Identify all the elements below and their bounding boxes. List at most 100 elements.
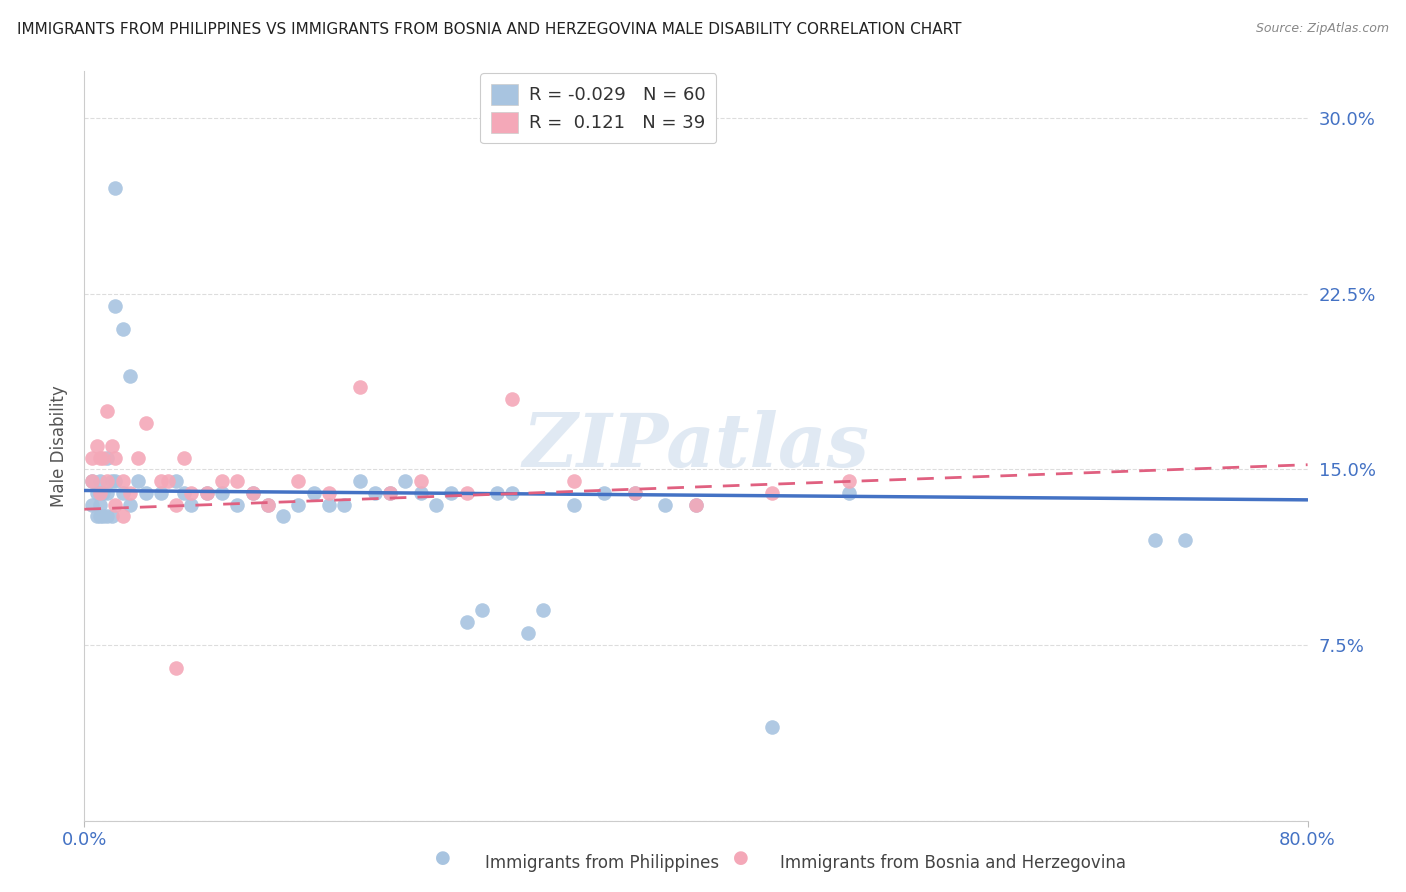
Point [1143,533,1166,547]
Legend: R = -0.029   N = 60, R =  0.121   N = 39: R = -0.029 N = 60, R = 0.121 N = 39 [479,73,716,144]
Point [89,485,111,500]
Point [195,485,218,500]
Point [502,392,524,407]
Point [440,485,463,500]
Point [96,485,118,500]
Point [80,498,103,512]
Point [89,509,111,524]
Point [531,603,554,617]
Point [135,416,157,430]
Point [165,661,187,675]
Point [456,615,478,629]
Point [173,485,195,500]
Point [165,474,187,488]
Point [89,498,111,512]
Point [302,485,325,500]
Point [104,298,127,313]
Point [257,498,280,512]
Point [111,474,134,488]
Point [761,720,783,734]
Point [96,509,118,524]
Point [654,498,676,512]
Point [104,181,127,195]
Point [394,474,416,488]
Point [271,509,294,524]
Point [226,474,249,488]
Point [471,603,494,617]
Point [101,509,124,524]
Point [838,474,860,488]
Point [380,485,402,500]
Point [120,498,142,512]
Point [409,485,432,500]
Point [104,450,127,465]
Point [502,485,524,500]
Point [624,485,647,500]
Point [111,509,134,524]
Point [104,474,127,488]
Point [318,485,340,500]
Point [562,474,585,488]
Point [838,485,860,500]
Text: Immigrants from Philippines: Immigrants from Philippines [485,855,720,872]
Point [111,485,134,500]
Point [96,404,118,418]
Point [86,509,108,524]
Point [180,485,202,500]
Point [104,498,127,512]
Point [1174,533,1197,547]
Point [111,322,134,336]
Point [195,485,218,500]
Point [89,450,111,465]
Text: ●: ● [733,849,749,867]
Point [91,509,114,524]
Point [127,450,149,465]
Point [211,474,233,488]
Point [127,474,149,488]
Point [226,498,249,512]
Point [333,498,356,512]
Point [349,380,371,394]
Point [135,485,157,500]
Point [101,439,124,453]
Point [318,498,340,512]
Point [761,485,783,500]
Text: IMMIGRANTS FROM PHILIPPINES VS IMMIGRANTS FROM BOSNIA AND HERZEGOVINA MALE DISAB: IMMIGRANTS FROM PHILIPPINES VS IMMIGRANT… [17,22,962,37]
Point [349,474,371,488]
Point [257,498,280,512]
Point [165,498,187,512]
Point [456,485,478,500]
Point [516,626,538,640]
Point [120,485,142,500]
Point [380,485,402,500]
Point [157,474,180,488]
Point [86,439,108,453]
Point [86,485,108,500]
Text: ●: ● [434,849,451,867]
Point [101,474,124,488]
Point [425,498,447,512]
Point [89,485,111,500]
Point [409,474,432,488]
Text: Immigrants from Bosnia and Herzegovina: Immigrants from Bosnia and Herzegovina [780,855,1126,872]
Point [287,498,309,512]
Point [149,474,172,488]
Point [80,474,103,488]
Point [685,498,707,512]
Point [91,450,114,465]
Point [180,498,202,512]
Point [96,450,118,465]
Text: ZIPatlas: ZIPatlas [523,409,869,483]
Point [486,485,509,500]
Point [91,485,114,500]
Point [593,485,616,500]
Point [242,485,264,500]
Point [685,498,707,512]
Point [624,485,647,500]
Y-axis label: Male Disability: Male Disability [51,385,69,507]
Point [211,485,233,500]
Point [562,498,585,512]
Text: Source: ZipAtlas.com: Source: ZipAtlas.com [1256,22,1389,36]
Point [80,474,103,488]
Point [149,485,172,500]
